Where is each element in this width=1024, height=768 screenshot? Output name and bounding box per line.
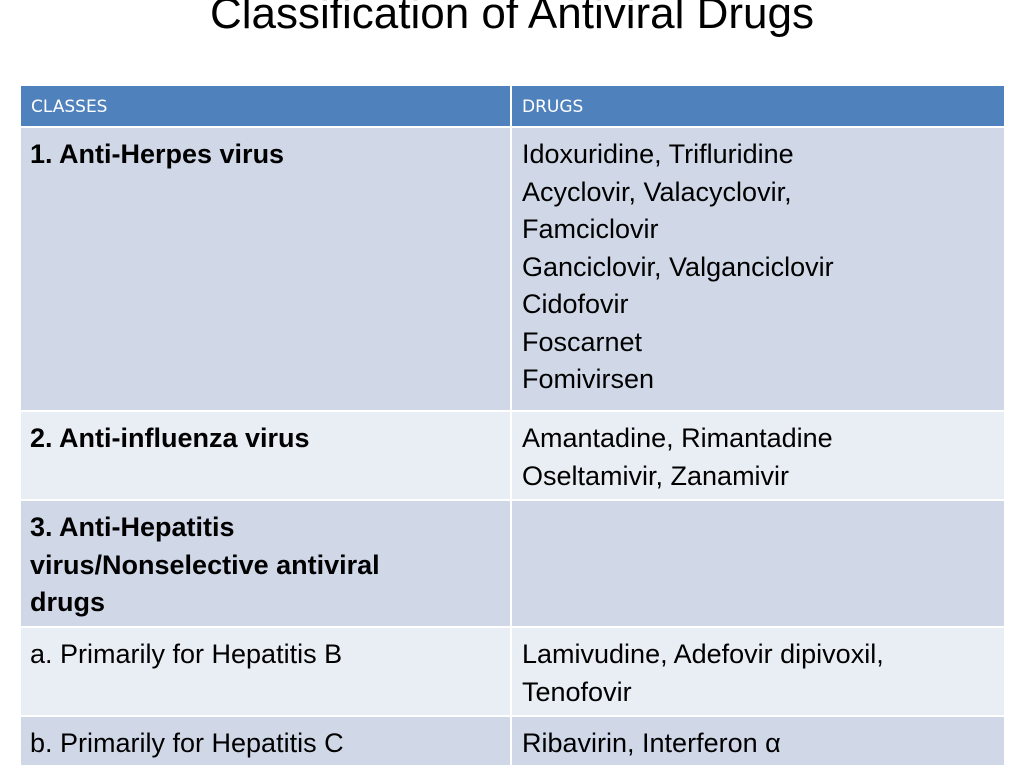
drug-line: Ganciclovir, Valganciclovir: [522, 251, 834, 282]
table-row-hepatitis-c: b. Primarily for Hepatitis C Ribavirin, …: [21, 717, 1004, 765]
drug-line: Famciclovir: [522, 214, 659, 244]
drugs-cell: Lamivudine, Adefovir dipivoxil, Tenofovi…: [512, 628, 1004, 715]
table-row-anti-hepatitis: 3. Anti-Hepatitis virus/Nonselective ant…: [21, 501, 1004, 628]
slide-title: Classification of Antiviral Drugs: [209, 0, 814, 38]
class-label-line: drugs: [30, 587, 106, 617]
class-cell: 1. Anti-Herpes virus: [21, 128, 512, 410]
header-classes: CLASSES: [21, 86, 512, 126]
drug-line: Tenofovir: [522, 676, 632, 707]
antiviral-classification-table: CLASSES DRUGS 1. Anti-Herpes virus Idoxu…: [21, 86, 1004, 765]
class-cell: 2. Anti-influenza virus: [21, 412, 512, 499]
drug-line: Acyclovir, Valacyclovir,: [522, 176, 792, 207]
drug-line: Oseltamivir, Zanamivir: [522, 460, 790, 491]
drug-line: Ribavirin, Interferon α: [522, 728, 781, 758]
class-cell: a. Primarily for Hepatitis B: [21, 628, 512, 715]
drugs-cell-empty: [512, 501, 1004, 626]
class-cell: b. Primarily for Hepatitis C: [21, 717, 512, 765]
table-row-hepatitis-b: a. Primarily for Hepatitis B Lamivudine,…: [21, 628, 1004, 717]
header-drugs: DRUGS: [512, 86, 1004, 126]
class-label-line: virus/Nonselective antiviral: [30, 549, 380, 580]
table-header-row: CLASSES DRUGS: [21, 86, 1004, 128]
drug-line: Amantadine, Rimantadine: [522, 423, 833, 453]
drugs-cell: Idoxuridine, Trifluridine Acyclovir, Val…: [512, 128, 1004, 410]
drug-line: Fomivirsen: [522, 364, 655, 394]
class-cell: 3. Anti-Hepatitis virus/Nonselective ant…: [21, 501, 512, 626]
drug-line: Foscarnet: [522, 326, 643, 357]
drugs-cell: Ribavirin, Interferon α: [512, 717, 1004, 765]
drugs-cell: Amantadine, Rimantadine Oseltamivir, Zan…: [512, 412, 1004, 499]
class-label: 2. Anti-influenza virus: [30, 423, 310, 453]
class-label: 1. Anti-Herpes virus: [30, 139, 285, 169]
table-row-anti-herpes: 1. Anti-Herpes virus Idoxuridine, Triflu…: [21, 128, 1004, 412]
drug-line: Cidofovir: [522, 289, 629, 319]
class-label: a. Primarily for Hepatitis B: [30, 639, 343, 669]
class-label-line: 3. Anti-Hepatitis: [30, 512, 235, 542]
drug-line: Idoxuridine, Trifluridine: [522, 139, 794, 169]
table-row-anti-influenza: 2. Anti-influenza virus Amantadine, Rima…: [21, 412, 1004, 501]
class-label: b. Primarily for Hepatitis C: [30, 728, 344, 758]
drug-line: Lamivudine, Adefovir dipivoxil,: [522, 639, 884, 669]
